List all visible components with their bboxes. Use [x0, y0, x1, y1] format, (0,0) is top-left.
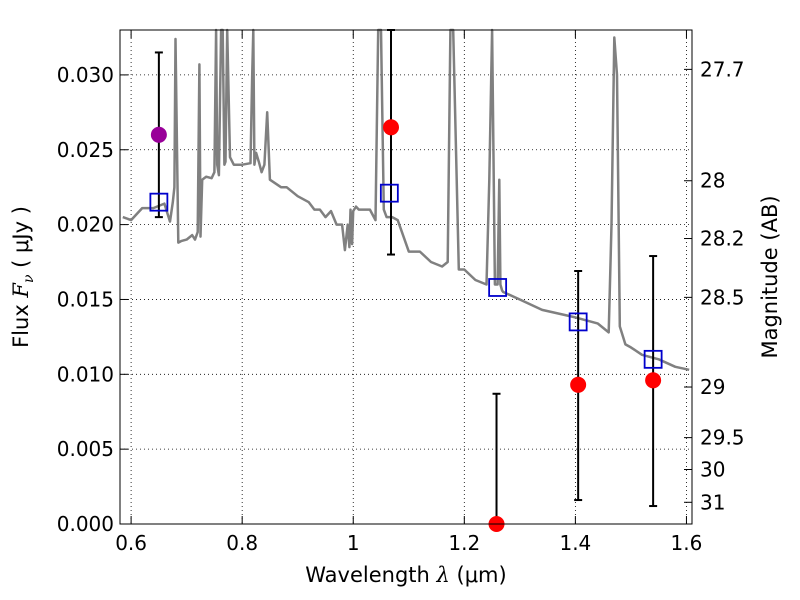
- x-tick-label: 0.8: [226, 531, 258, 555]
- y-axis-label-f: F: [9, 282, 33, 299]
- model-photometry-square: [149, 192, 169, 212]
- observed-point: [645, 372, 662, 389]
- right-tick-label: 28.5: [700, 285, 745, 309]
- y-tick-label: 0.020: [57, 213, 114, 237]
- tick-layer: 0.6 0.8 1 1.2 1.4 1.6 0.000 0.005 0.010 0.015 0.02…: [57, 30, 745, 555]
- observed-point: [570, 376, 587, 393]
- y-axis-label-nu: ν: [21, 274, 37, 283]
- y-axis-label-text: Flux: [9, 298, 33, 348]
- observed-point-alt: [150, 126, 167, 143]
- x-tick-label: 1.2: [448, 531, 480, 555]
- grid-layer: [120, 30, 692, 525]
- error-bar-layer: [154, 29, 658, 525]
- model-photometry-square: [379, 183, 399, 203]
- y-tick-label: 0.010: [57, 362, 114, 386]
- observed-point: [383, 119, 400, 136]
- x-tick-label: 1.6: [671, 531, 703, 555]
- right-tick-label: 29.5: [700, 426, 745, 450]
- x-axis-label: Wavelength λ (μm): [305, 563, 506, 587]
- right-tick-label: 30: [700, 458, 725, 482]
- y-tick-label: 0.025: [57, 138, 114, 162]
- y-tick-label: 0.030: [57, 63, 114, 87]
- x-axis-label-unit: (μm): [450, 563, 507, 587]
- y-axis-label-unit: ( μJy ): [9, 206, 33, 274]
- y-tick-label: 0.000: [57, 512, 114, 536]
- right-tick-label: 28.2: [700, 227, 745, 251]
- x-tick-label: 1.4: [559, 531, 591, 555]
- y-tick-label: 0.015: [57, 287, 114, 311]
- y-axis-label-left: Flux Fν ( μJy ): [9, 206, 37, 348]
- x-axis-label-lambda: λ: [436, 563, 450, 587]
- y-axis-label-right: Magnitude (AB): [758, 195, 782, 358]
- right-tick-label: 28: [700, 169, 725, 193]
- right-tick-label: 27.7: [700, 57, 745, 81]
- x-axis-label-text: Wavelength: [305, 563, 436, 587]
- right-tick-label: 31: [700, 490, 725, 514]
- sed-layer: [122, 28, 690, 372]
- model-photometry-square: [643, 349, 663, 369]
- x-tick-label: 1: [347, 531, 360, 555]
- sed-model-line: [122, 28, 690, 372]
- model-photometry-square: [488, 278, 508, 297]
- x-tick-label: 0.6: [115, 531, 147, 555]
- model-photometry-square: [568, 312, 588, 332]
- point-layer: [149, 119, 663, 532]
- y-tick-label: 0.005: [57, 437, 114, 461]
- right-tick-label: 29: [700, 375, 725, 399]
- plot-frame: [119, 29, 693, 525]
